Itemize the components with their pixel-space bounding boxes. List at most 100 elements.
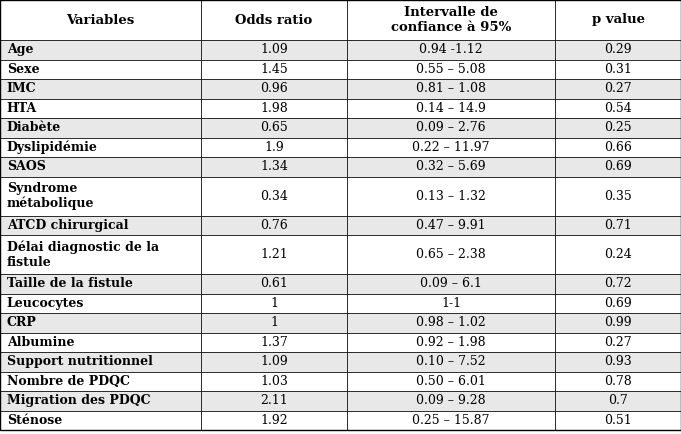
Text: Taille de la fistule: Taille de la fistule — [7, 277, 133, 290]
Bar — [201, 313, 347, 332]
Bar — [347, 352, 555, 372]
Text: 0.34: 0.34 — [260, 190, 288, 203]
Bar — [555, 118, 681, 138]
Bar — [201, 372, 347, 391]
Text: 0.09 – 6.1: 0.09 – 6.1 — [420, 277, 482, 290]
Text: 0.61: 0.61 — [260, 277, 288, 290]
Text: 0.69: 0.69 — [604, 297, 632, 310]
Text: 1.21: 1.21 — [260, 248, 288, 261]
Text: 0.98 – 1.02: 0.98 – 1.02 — [416, 316, 486, 329]
Text: 1.09: 1.09 — [260, 355, 288, 368]
Bar — [201, 411, 347, 430]
Text: CRP: CRP — [7, 316, 37, 329]
Bar — [0, 313, 201, 332]
Text: 0.31: 0.31 — [604, 63, 632, 76]
Bar — [201, 99, 347, 118]
Bar — [347, 138, 555, 157]
Text: 0.24: 0.24 — [604, 248, 632, 261]
Bar — [347, 391, 555, 411]
Text: Sexe: Sexe — [7, 63, 39, 76]
Bar — [555, 235, 681, 274]
Text: 0.35: 0.35 — [604, 190, 632, 203]
Text: 0.27: 0.27 — [604, 336, 632, 349]
Text: Support nutritionnel: Support nutritionnel — [7, 355, 153, 368]
Text: 0.27: 0.27 — [604, 82, 632, 95]
Bar — [201, 216, 347, 235]
Bar — [0, 293, 201, 313]
Bar — [201, 59, 347, 79]
Text: 0.66: 0.66 — [604, 141, 632, 154]
Bar — [555, 177, 681, 216]
Bar — [201, 79, 347, 99]
Text: 0.51: 0.51 — [604, 414, 632, 427]
Text: Sténose: Sténose — [7, 414, 62, 427]
Text: 0.09 – 2.76: 0.09 – 2.76 — [416, 121, 486, 134]
Bar — [347, 274, 555, 293]
Bar — [0, 99, 201, 118]
Text: 2.11: 2.11 — [260, 394, 288, 407]
Text: 0.69: 0.69 — [604, 160, 632, 173]
Bar — [347, 0, 555, 40]
Bar — [555, 79, 681, 99]
Bar — [0, 391, 201, 411]
Text: 0.14 – 14.9: 0.14 – 14.9 — [416, 102, 486, 115]
Bar — [0, 274, 201, 293]
Bar — [555, 40, 681, 59]
Text: 0.81 – 1.08: 0.81 – 1.08 — [416, 82, 486, 95]
Text: 1.09: 1.09 — [260, 43, 288, 56]
Text: Intervalle de
confiance à 95%: Intervalle de confiance à 95% — [391, 6, 511, 34]
Text: 0.47 – 9.91: 0.47 – 9.91 — [416, 219, 486, 232]
Text: 1.37: 1.37 — [260, 336, 288, 349]
Bar — [0, 235, 201, 274]
Bar — [555, 293, 681, 313]
Text: 1.34: 1.34 — [260, 160, 288, 173]
Bar — [0, 411, 201, 430]
Bar — [0, 352, 201, 372]
Bar — [347, 293, 555, 313]
Text: 1-1: 1-1 — [441, 297, 461, 310]
Text: HTA: HTA — [7, 102, 37, 115]
Text: 0.25: 0.25 — [604, 121, 632, 134]
Text: Age: Age — [7, 43, 33, 56]
Bar — [555, 99, 681, 118]
Text: Leucocytes: Leucocytes — [7, 297, 84, 310]
Bar — [347, 216, 555, 235]
Bar — [0, 79, 201, 99]
Bar — [555, 216, 681, 235]
Bar — [347, 79, 555, 99]
Bar — [555, 274, 681, 293]
Bar — [347, 372, 555, 391]
Bar — [555, 313, 681, 332]
Text: p value: p value — [592, 13, 644, 26]
Bar — [555, 138, 681, 157]
Bar — [347, 177, 555, 216]
Bar — [201, 352, 347, 372]
Bar — [555, 59, 681, 79]
Bar — [201, 293, 347, 313]
Text: 0.71: 0.71 — [604, 219, 632, 232]
Text: Dyslipidémie: Dyslipidémie — [7, 141, 97, 154]
Bar — [555, 0, 681, 40]
Bar — [201, 391, 347, 411]
Bar — [0, 177, 201, 216]
Text: 0.65 – 2.38: 0.65 – 2.38 — [416, 248, 486, 261]
Text: 0.93: 0.93 — [604, 355, 632, 368]
Bar — [201, 157, 347, 177]
Text: Albumine: Albumine — [7, 336, 74, 349]
Text: 0.32 – 5.69: 0.32 – 5.69 — [416, 160, 486, 173]
Bar — [555, 411, 681, 430]
Text: 1.98: 1.98 — [260, 102, 288, 115]
Bar — [201, 177, 347, 216]
Bar — [347, 411, 555, 430]
Text: 1.9: 1.9 — [264, 141, 284, 154]
Text: 0.25 – 15.87: 0.25 – 15.87 — [413, 414, 490, 427]
Text: SAOS: SAOS — [7, 160, 46, 173]
Text: 1: 1 — [270, 297, 278, 310]
Bar — [555, 372, 681, 391]
Text: IMC: IMC — [7, 82, 37, 95]
Text: 0.96: 0.96 — [260, 82, 288, 95]
Text: 0.99: 0.99 — [604, 316, 632, 329]
Text: Variables: Variables — [66, 13, 135, 26]
Bar — [201, 274, 347, 293]
Bar — [201, 118, 347, 138]
